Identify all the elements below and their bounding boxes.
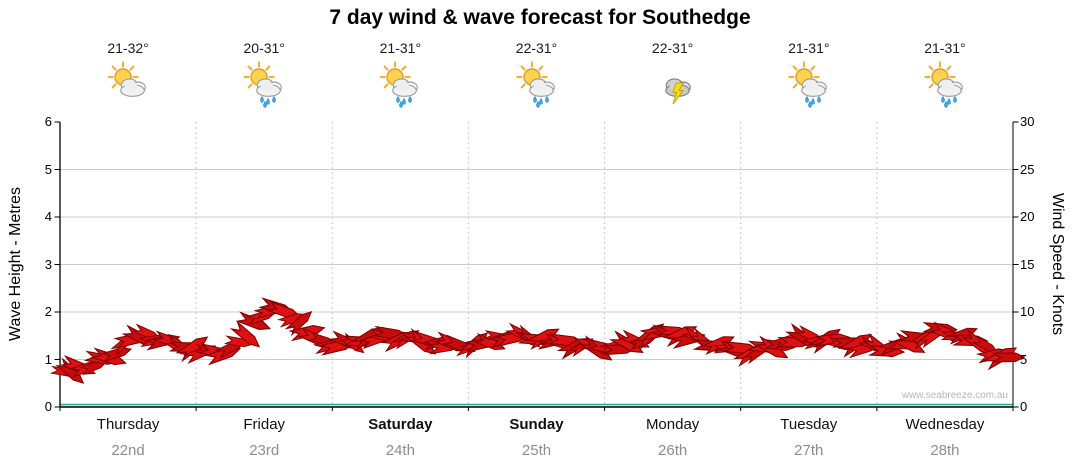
right-axis-tick-label: 25 [1020, 161, 1035, 177]
day-label: Wednesday [905, 416, 985, 433]
date-label: 28th [930, 442, 960, 459]
left-axis-tick-label: 5 [44, 161, 52, 177]
day-label: Monday [645, 416, 700, 433]
left-axis-tick-label: 6 [44, 114, 52, 129]
left-axis-tick-label: 4 [44, 209, 52, 224]
date-label: 27th [794, 442, 824, 459]
left-axis-tick-label: 1 [44, 351, 52, 367]
day-temp-range: 21-31° [788, 40, 830, 56]
sun-cloud-rain-icon [240, 60, 288, 108]
sun-cloud-icon [104, 60, 152, 108]
day-temp-range: 22-31° [651, 40, 694, 56]
wind-arrow-ribbon [49, 297, 1026, 384]
sun-cloud-rain-icon [376, 60, 424, 108]
storm-cloud-lightning-icon [649, 60, 697, 108]
day-temp-range: 20-31° [243, 40, 285, 56]
sun-cloud-rain-icon [921, 60, 969, 108]
day-label: Sunday [509, 416, 564, 433]
right-axis-tick-label: 0 [1020, 399, 1028, 414]
day-label: Tuesday [780, 416, 838, 433]
day-label: Thursday [96, 416, 160, 433]
day-temp-range: 21-32° [107, 40, 149, 56]
right-axis-tick-label: 30 [1020, 114, 1035, 129]
watermark: www.seabreeze.com.au [901, 390, 1008, 401]
right-axis-tick-label: 15 [1020, 256, 1035, 272]
left-axis-tick-label: 0 [44, 399, 52, 414]
chart-title: 7 day wind & wave forecast for Southedge [329, 6, 751, 29]
sun-cloud-rain-icon [513, 60, 561, 108]
date-label: 24th [385, 442, 415, 459]
date-label: 26th [658, 442, 688, 459]
right-axis-tick-label: 10 [1020, 304, 1035, 319]
date-label: 22nd [111, 442, 145, 459]
sun-cloud-rain-icon [785, 60, 833, 108]
right-axis-tick-label: 5 [1020, 351, 1028, 367]
right-axis-tick-label: 20 [1020, 209, 1035, 224]
left-axis-tick-label: 3 [44, 256, 52, 272]
date-label: 25th [521, 442, 552, 459]
date-label: 23rd [249, 442, 280, 459]
left-axis-tick-label: 2 [44, 304, 52, 319]
day-temp-range: 21-31° [924, 40, 966, 56]
day-temp-range: 21-31° [379, 40, 422, 56]
day-temp-range: 22-31° [515, 40, 558, 56]
day-label: Friday [243, 416, 286, 433]
day-label: Saturday [368, 416, 433, 433]
